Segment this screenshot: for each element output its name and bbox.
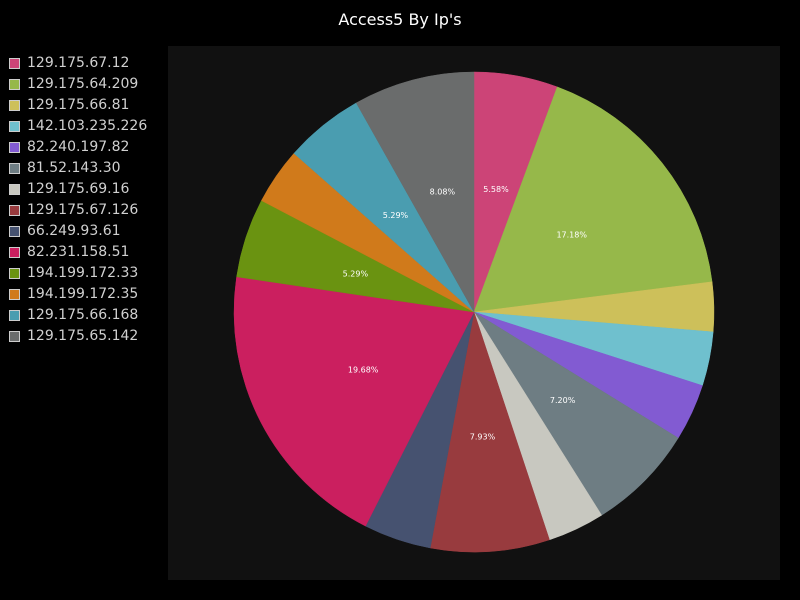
- pie-chart: 5.58% 17.18% 7.20% 7.93% 19.68% 5.29% 5.29% 8.0…: [233, 71, 715, 553]
- legend-swatch: [9, 247, 20, 258]
- legend-label: 82.231.158.51: [27, 244, 130, 260]
- legend-swatch: [9, 310, 20, 321]
- legend-item: 129.175.67.12: [9, 53, 147, 74]
- pie-slice: [429, 311, 550, 553]
- legend-swatch: [9, 58, 20, 69]
- legend-swatch: [9, 289, 20, 300]
- slice-label: 5.58%: [483, 185, 509, 194]
- slice-label: 5.29%: [343, 269, 369, 278]
- slice-label: 17.18%: [556, 230, 587, 239]
- legend-item: 129.175.67.126: [9, 200, 147, 221]
- legend-swatch: [9, 79, 20, 90]
- pie-slice: [473, 311, 679, 516]
- slice-label: 19.68%: [348, 365, 379, 374]
- legend-swatch: [9, 184, 20, 195]
- legend-label: 81.52.143.30: [27, 160, 121, 176]
- legend-label: 66.249.93.61: [27, 223, 121, 239]
- legend-swatch: [9, 142, 20, 153]
- legend-item: 194.199.172.35: [9, 284, 147, 305]
- legend-swatch: [9, 100, 20, 111]
- legend-swatch: [9, 268, 20, 279]
- legend-label: 142.103.235.226: [27, 118, 148, 134]
- pie-slice: [473, 86, 713, 313]
- legend-item: 142.103.235.226: [9, 116, 147, 137]
- pie-slice: [355, 71, 475, 313]
- legend-label: 129.175.69.16: [27, 181, 130, 197]
- chart-title: Access5 By Ip's: [338, 10, 462, 29]
- legend-item: 129.175.66.81: [9, 95, 147, 116]
- legend-label: 129.175.66.81: [27, 97, 130, 113]
- legend-swatch: [9, 163, 20, 174]
- legend-label: 129.175.65.142: [27, 328, 139, 344]
- legend-label: 129.175.67.126: [27, 202, 139, 218]
- plot-area: 5.58% 17.18% 7.20% 7.93% 19.68% 5.29% 5.29% 8.0…: [168, 46, 780, 580]
- legend-label: 82.240.197.82: [27, 139, 130, 155]
- legend-item: 194.199.172.33: [9, 263, 147, 284]
- legend-item: 129.175.65.142: [9, 326, 147, 347]
- legend-label: 129.175.66.168: [27, 307, 139, 323]
- legend-item: 66.249.93.61: [9, 221, 147, 242]
- legend-label: 194.199.172.33: [27, 265, 139, 281]
- legend: 129.175.67.12 129.175.64.209 129.175.66.81…: [9, 53, 147, 347]
- legend-label: 129.175.67.12: [27, 55, 130, 71]
- legend-item: 82.231.158.51: [9, 242, 147, 263]
- legend-item: 129.175.64.209: [9, 74, 147, 95]
- legend-swatch: [9, 331, 20, 342]
- slice-label: 7.93%: [470, 433, 496, 442]
- legend-item: 129.175.66.168: [9, 305, 147, 326]
- legend-swatch: [9, 121, 20, 132]
- legend-label: 194.199.172.35: [27, 286, 139, 302]
- legend-label: 129.175.64.209: [27, 76, 139, 92]
- slice-label: 5.29%: [383, 211, 409, 220]
- legend-swatch: [9, 205, 20, 216]
- slice-label: 8.08%: [430, 187, 456, 196]
- legend-item: 81.52.143.30: [9, 158, 147, 179]
- legend-swatch: [9, 226, 20, 237]
- legend-item: 129.175.69.16: [9, 179, 147, 200]
- slice-label: 7.20%: [550, 396, 576, 405]
- pie-slice: [233, 276, 475, 527]
- legend-item: 82.240.197.82: [9, 137, 147, 158]
